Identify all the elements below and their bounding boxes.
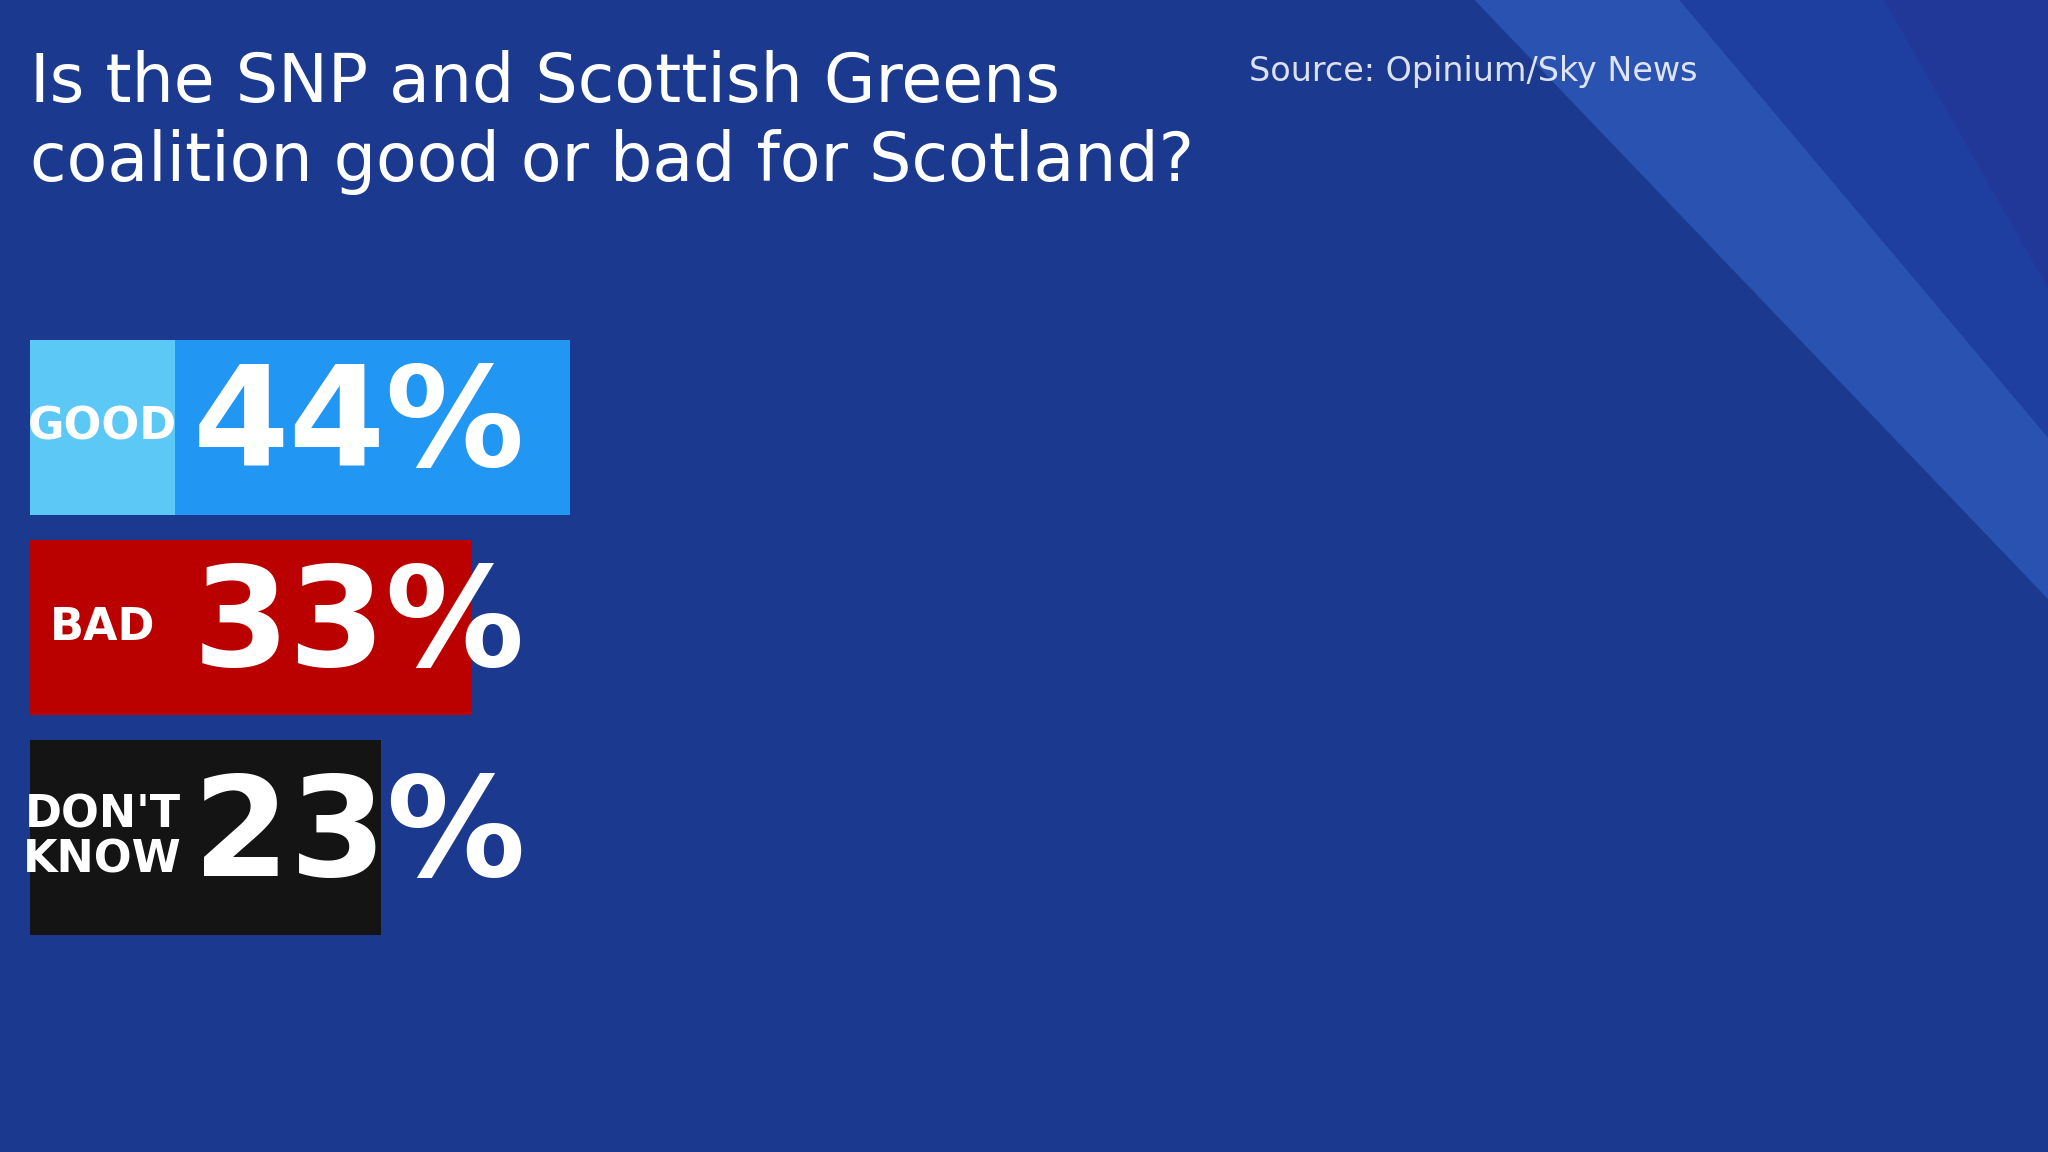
Text: Source: Opinium/Sky News: Source: Opinium/Sky News [1249, 55, 1698, 88]
FancyBboxPatch shape [31, 540, 174, 715]
FancyBboxPatch shape [31, 340, 174, 515]
Text: 23%: 23% [193, 770, 526, 905]
FancyBboxPatch shape [31, 340, 569, 515]
Polygon shape [819, 0, 2048, 438]
Text: 44%: 44% [193, 359, 526, 495]
Text: 33%: 33% [193, 560, 526, 695]
Text: BAD: BAD [49, 606, 156, 649]
Text: GOOD: GOOD [29, 406, 176, 449]
FancyBboxPatch shape [31, 540, 471, 715]
Polygon shape [950, 0, 2048, 288]
Polygon shape [700, 0, 2048, 599]
Text: Is the SNP and Scottish Greens
coalition good or bad for Scotland?: Is the SNP and Scottish Greens coalition… [31, 50, 1194, 195]
FancyBboxPatch shape [31, 740, 174, 935]
Text: DON'T
KNOW: DON'T KNOW [23, 794, 182, 881]
FancyBboxPatch shape [31, 740, 381, 935]
